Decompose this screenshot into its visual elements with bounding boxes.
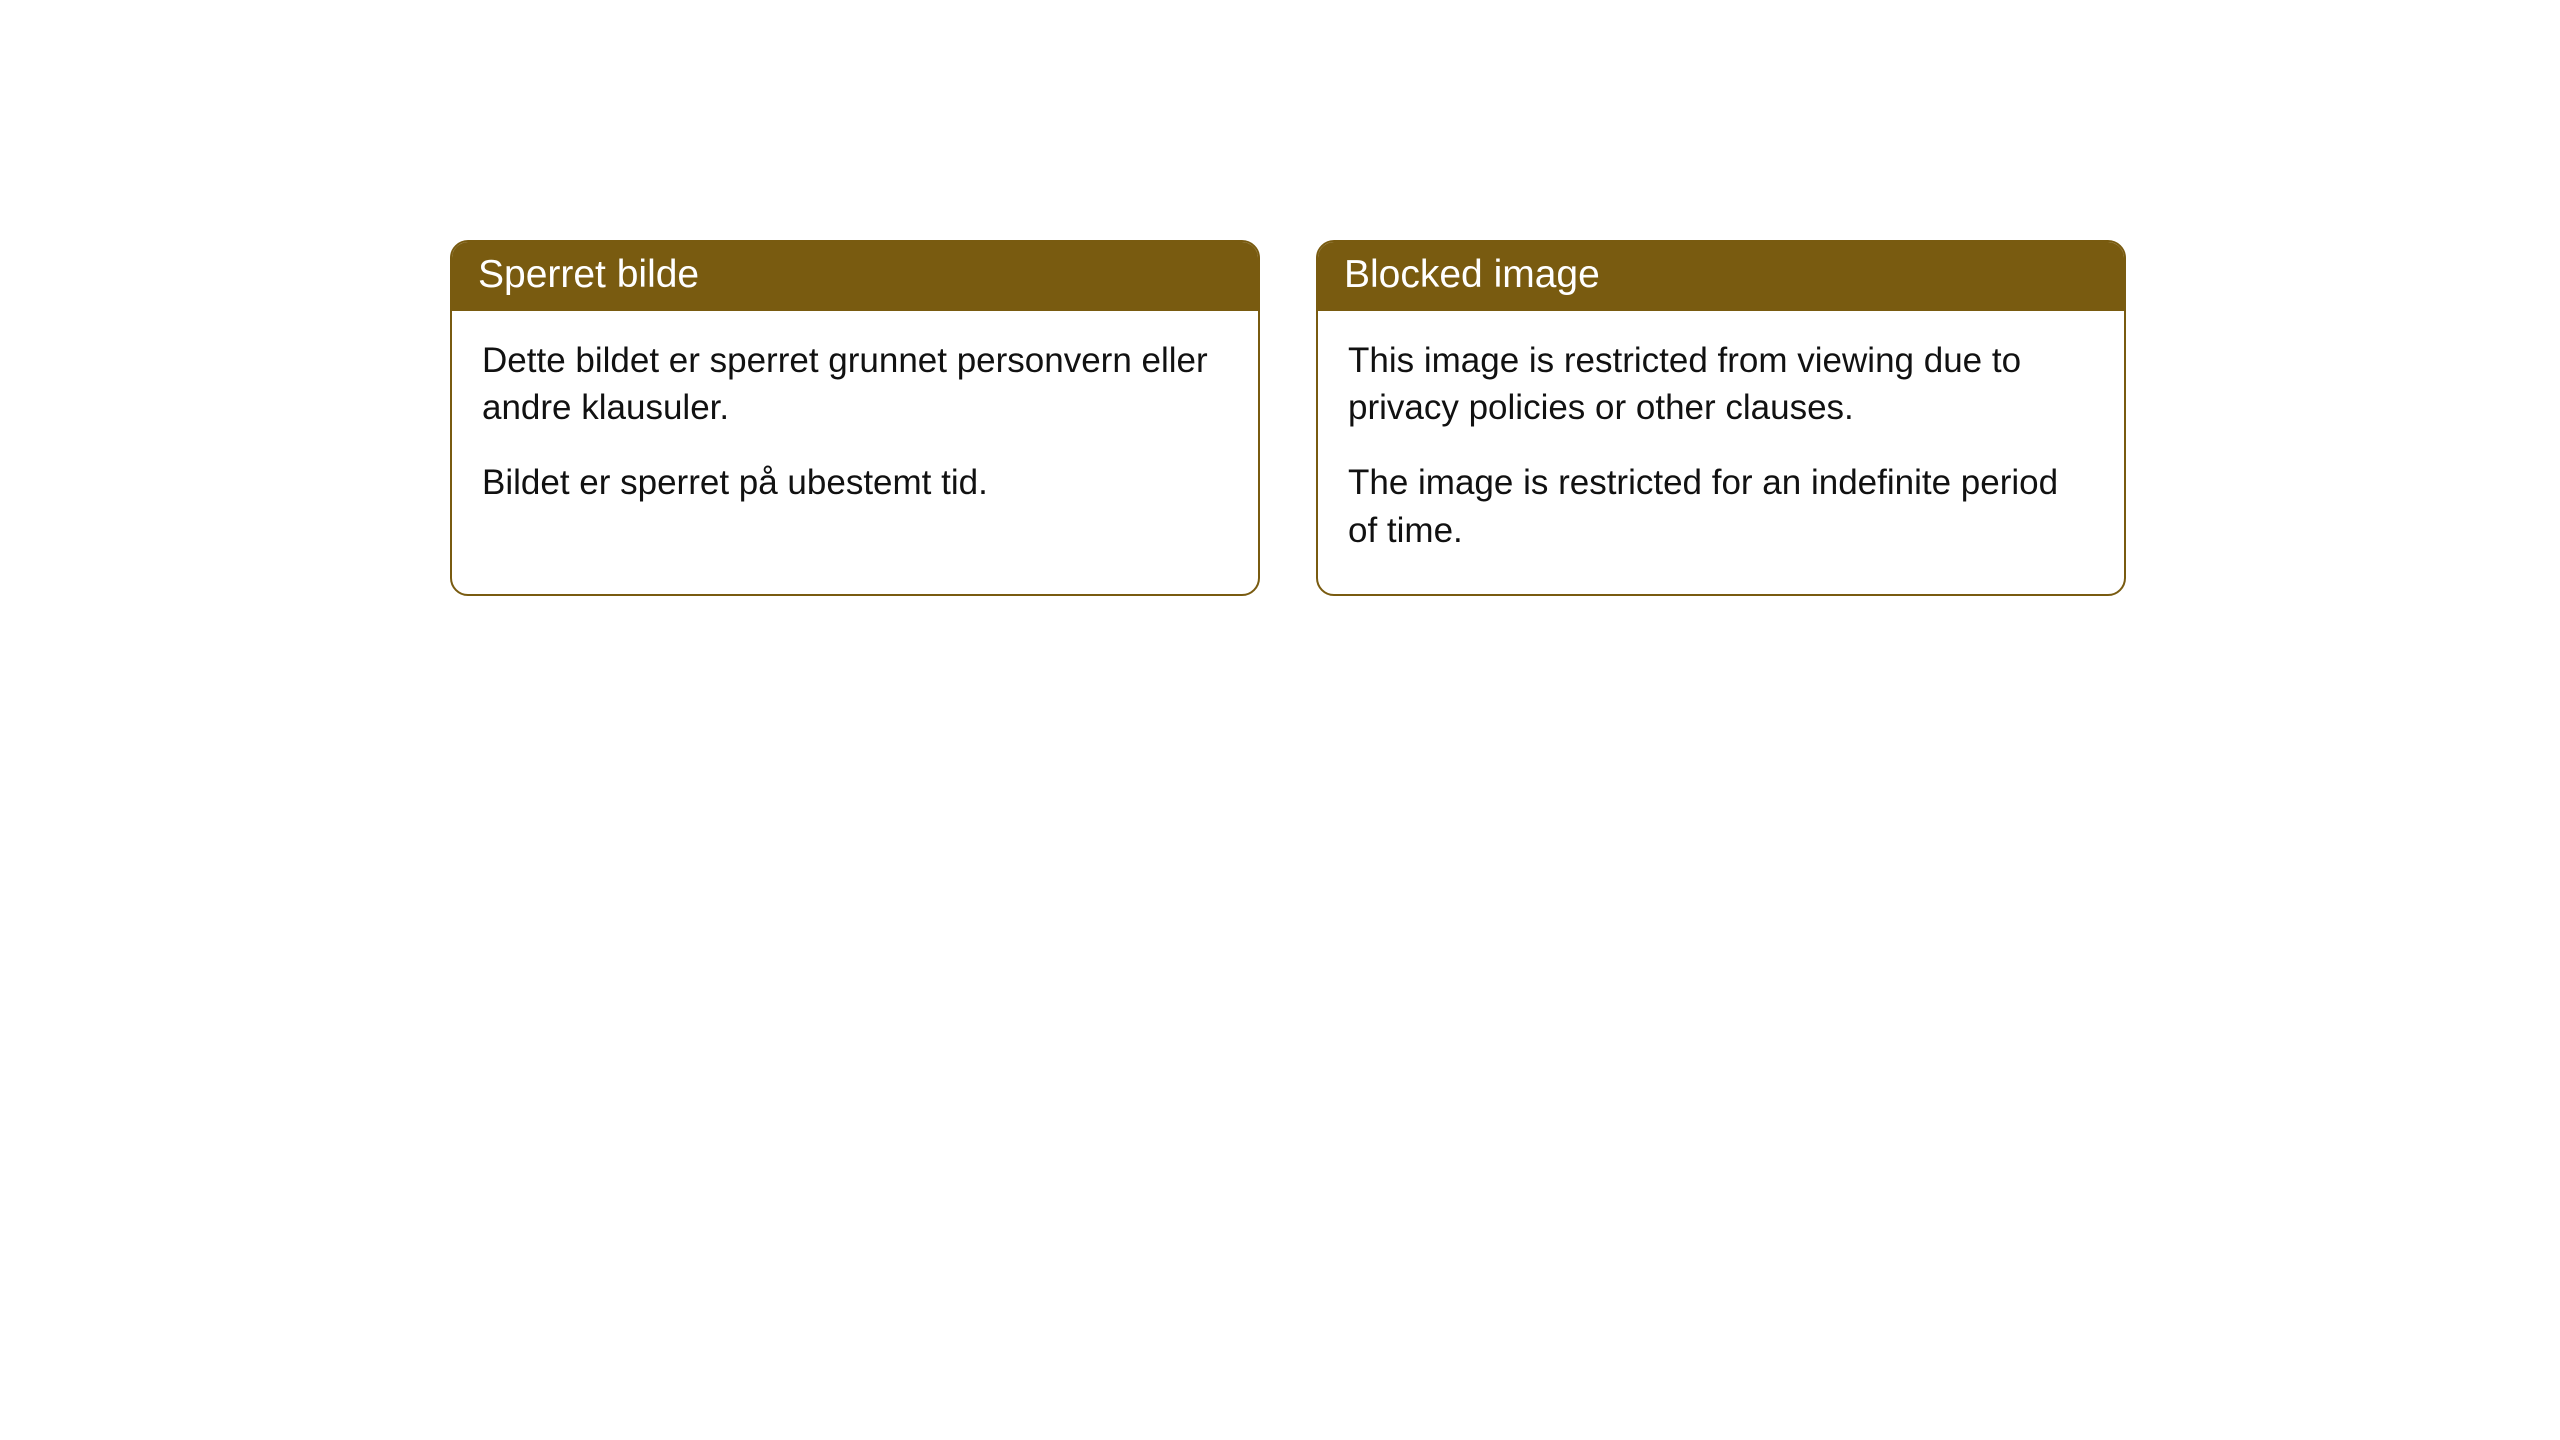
card-header-english: Blocked image	[1318, 242, 2124, 311]
card-body-norwegian: Dette bildet er sperret grunnet personve…	[452, 311, 1258, 547]
card-body-english: This image is restricted from viewing du…	[1318, 311, 2124, 594]
card-paragraph-1-english: This image is restricted from viewing du…	[1348, 337, 2094, 432]
card-english: Blocked image This image is restricted f…	[1316, 240, 2126, 596]
card-norwegian: Sperret bilde Dette bildet er sperret gr…	[450, 240, 1260, 596]
card-paragraph-2-english: The image is restricted for an indefinit…	[1348, 459, 2094, 554]
card-paragraph-2-norwegian: Bildet er sperret på ubestemt tid.	[482, 459, 1228, 506]
card-paragraph-1-norwegian: Dette bildet er sperret grunnet personve…	[482, 337, 1228, 432]
cards-container: Sperret bilde Dette bildet er sperret gr…	[450, 240, 2126, 596]
card-header-norwegian: Sperret bilde	[452, 242, 1258, 311]
